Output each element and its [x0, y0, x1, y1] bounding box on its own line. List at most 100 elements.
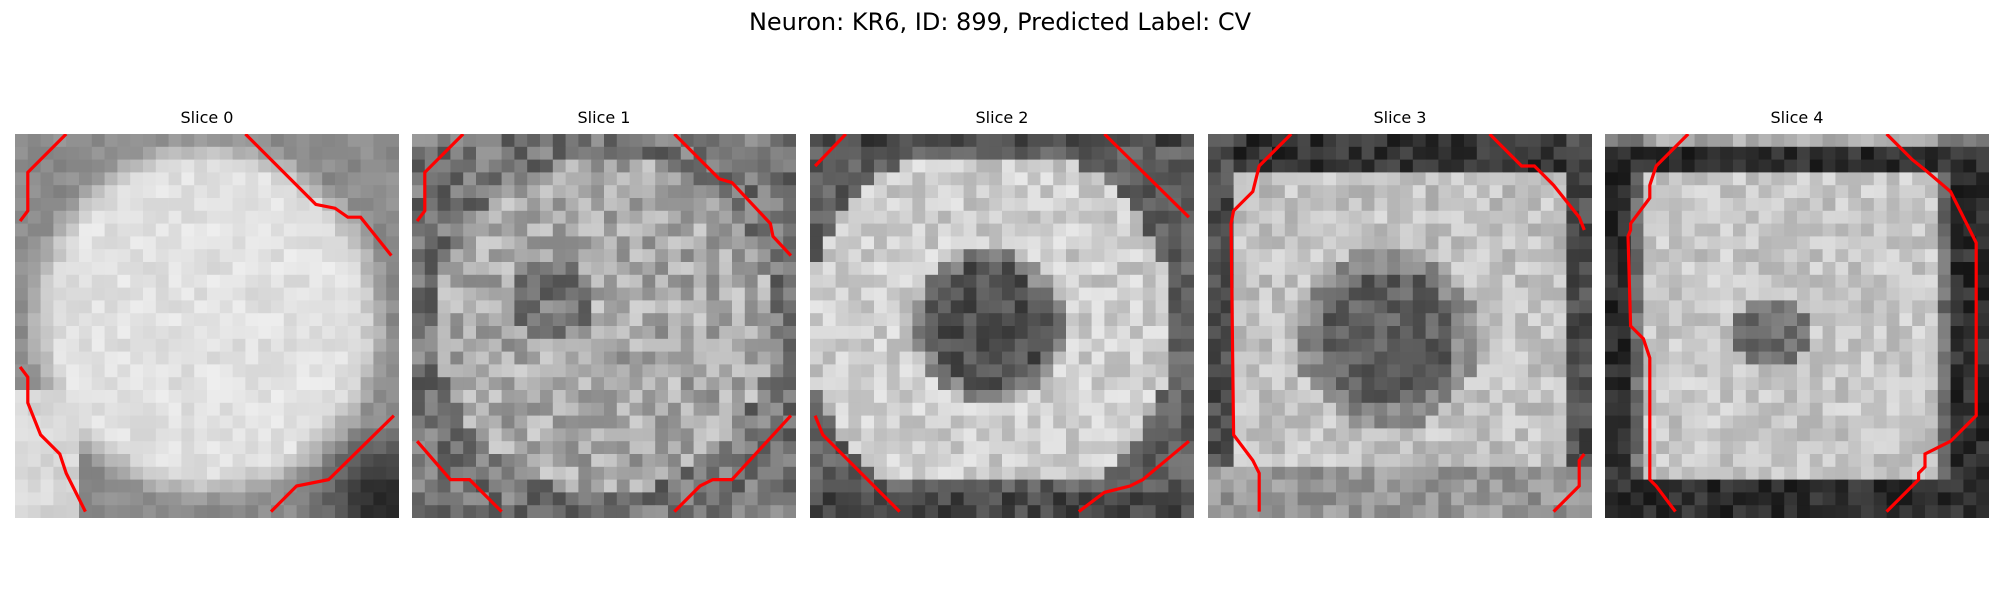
image-pixel: [1233, 415, 1247, 429]
image-pixel: [1323, 262, 1337, 276]
image-pixel: [552, 428, 566, 442]
image-pixel: [1489, 223, 1503, 237]
image-pixel: [207, 223, 221, 237]
image-pixel: [1745, 300, 1759, 314]
image-pixel: [1899, 249, 1913, 263]
image-pixel: [1822, 364, 1836, 378]
image-pixel: [1912, 249, 1926, 263]
image-pixel: [296, 364, 310, 378]
image-pixel: [950, 364, 964, 378]
image-pixel: [1605, 159, 1619, 173]
image-pixel: [1464, 236, 1478, 250]
image-pixel: [1130, 134, 1144, 148]
image-pixel: [1297, 185, 1311, 199]
image-pixel: [668, 236, 682, 250]
image-pixel: [1053, 172, 1067, 186]
image-pixel: [1669, 236, 1683, 250]
image-pixel: [1400, 223, 1414, 237]
image-pixel: [552, 313, 566, 327]
image-pixel: [1912, 300, 1926, 314]
image-pixel: [66, 390, 80, 404]
image-pixel: [27, 262, 41, 276]
image-pixel: [53, 172, 67, 186]
image-pixel: [207, 428, 221, 442]
image-pixel: [616, 210, 630, 224]
image-pixel: [1284, 377, 1298, 391]
image-pixel: [1963, 185, 1977, 199]
image-pixel: [1540, 274, 1554, 288]
image-pixel: [1540, 300, 1554, 314]
image-pixel: [552, 249, 566, 263]
image-pixel: [501, 326, 515, 340]
image-pixel: [680, 326, 694, 340]
image-pixel: [463, 146, 477, 160]
image-pixel: [912, 210, 926, 224]
image-pixel: [1630, 159, 1644, 173]
image-pixel: [552, 262, 566, 276]
image-pixel: [1053, 402, 1067, 416]
image-pixel: [1912, 262, 1926, 276]
image-pixel: [1861, 249, 1875, 263]
image-pixel: [1027, 351, 1041, 365]
image-pixel: [1425, 377, 1439, 391]
image-pixel: [360, 287, 374, 301]
image-pixel: [822, 466, 836, 480]
image-pixel: [1246, 338, 1260, 352]
image-pixel: [424, 185, 438, 199]
image-pixel: [1091, 262, 1105, 276]
image-pixel: [1822, 402, 1836, 416]
image-pixel: [989, 274, 1003, 288]
image-pixel: [130, 492, 144, 506]
image-pixel: [1233, 146, 1247, 160]
image-pixel: [1155, 300, 1169, 314]
image-pixel: [1925, 479, 1939, 493]
image-pixel: [1310, 249, 1324, 263]
image-pixel: [527, 466, 541, 480]
image-pixel: [552, 454, 566, 468]
image-pixel: [1425, 198, 1439, 212]
image-pixel: [642, 415, 656, 429]
image-pixel: [1809, 223, 1823, 237]
image-pixel: [925, 274, 939, 288]
image-pixel: [1540, 390, 1554, 404]
image-pixel: [629, 364, 643, 378]
image-pixel: [1912, 134, 1926, 148]
image-pixel: [168, 415, 182, 429]
image-pixel: [1643, 159, 1657, 173]
image-pixel: [1771, 479, 1785, 493]
image-pixel: [886, 172, 900, 186]
image-pixel: [1464, 249, 1478, 263]
image-pixel: [1451, 300, 1465, 314]
image-pixel: [1246, 300, 1260, 314]
image-pixel: [578, 210, 592, 224]
image-pixel: [1784, 287, 1798, 301]
image-pixel: [655, 172, 669, 186]
image-pixel: [1489, 338, 1503, 352]
image-pixel: [1579, 326, 1592, 340]
image-pixel: [1412, 351, 1426, 365]
image-pixel: [1425, 313, 1439, 327]
image-pixel: [463, 198, 477, 212]
image-pixel: [1181, 454, 1194, 468]
image-pixel: [66, 198, 80, 212]
image-pixel: [66, 262, 80, 276]
image-pixel: [668, 313, 682, 327]
image-pixel: [1412, 479, 1426, 493]
image-pixel: [1502, 402, 1516, 416]
image-pixel: [822, 134, 836, 148]
image-pixel: [1605, 313, 1619, 327]
image-pixel: [322, 326, 336, 340]
image-pixel: [1323, 172, 1337, 186]
image-pixel: [1027, 402, 1041, 416]
image-pixel: [1168, 210, 1182, 224]
image-pixel: [1566, 454, 1580, 468]
image-pixel: [1630, 338, 1644, 352]
image-pixel: [130, 377, 144, 391]
image-pixel: [1720, 428, 1734, 442]
image-pixel: [668, 441, 682, 455]
image-pixel: [1412, 313, 1426, 327]
image-pixel: [591, 364, 605, 378]
image-pixel: [1438, 428, 1452, 442]
image-pixel: [1117, 466, 1131, 480]
image-pixel: [1963, 249, 1977, 263]
